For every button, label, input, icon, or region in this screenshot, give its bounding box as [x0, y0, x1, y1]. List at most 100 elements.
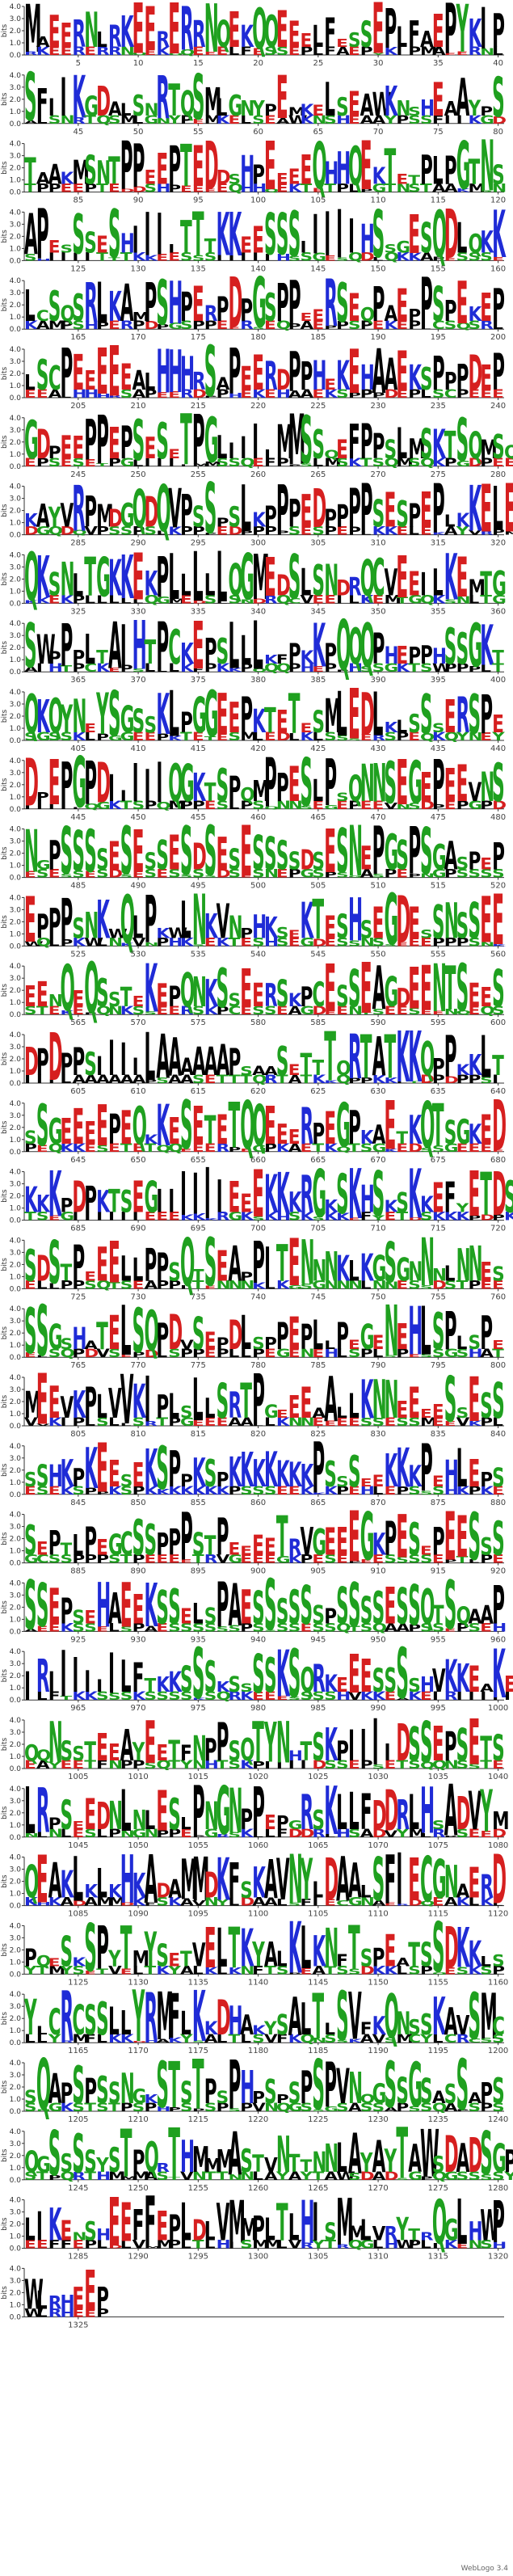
y-tick-label: 1.0 — [10, 245, 22, 253]
residue-letter: L — [276, 1947, 288, 1971]
residue-letter: T — [444, 954, 456, 1024]
y-axis-label: bits — [1, 1052, 9, 1065]
x-tick-label: 910 — [371, 1567, 386, 1576]
y-tick-label: 4.0 — [10, 3, 22, 11]
y-tick-label: 3.0 — [10, 221, 22, 229]
residue-letter: P — [84, 182, 97, 196]
residue-letter: S — [420, 928, 433, 941]
y-tick-label: 4.0 — [10, 1374, 22, 1382]
x-tick-label: 230 — [371, 402, 386, 411]
residue-letter: L — [108, 2000, 120, 2044]
residue-letter: S — [408, 1513, 421, 1565]
residue-letter: Y — [371, 53, 385, 56]
y-tick-label: 4.0 — [10, 2197, 22, 2205]
residue-letter: M — [468, 182, 485, 196]
residue-letter: L — [120, 2005, 132, 2043]
residue-letter: P — [168, 134, 181, 199]
x-tick-label: 55 — [193, 128, 204, 137]
residue-letter: P — [120, 129, 133, 206]
residue-letter: P — [301, 2061, 313, 2114]
residue-letter: I — [180, 1159, 187, 1229]
residue-letter: T — [252, 2151, 264, 2178]
y-axis-label: bits — [1, 1669, 9, 1683]
x-tick-label: 180 — [250, 333, 266, 342]
residue-letter: F — [336, 1951, 348, 1970]
x-tick-label: 85 — [73, 196, 83, 205]
residue-letter: F — [432, 113, 444, 127]
residue-letter: I — [264, 1237, 271, 1292]
y-axis-label: bits — [1, 92, 9, 106]
y-axis-label: bits — [1, 2286, 9, 2300]
y-tick-label: 2.0 — [10, 2015, 22, 2023]
residue-letter: E — [48, 238, 61, 258]
x-tick-label: 130 — [131, 264, 146, 273]
y-tick-label: 0.0 — [10, 1491, 22, 1499]
residue-letter: S — [240, 1682, 253, 1695]
residue-letter: I — [228, 437, 234, 463]
x-tick-label: 15 — [193, 59, 204, 68]
residue-letter: S — [408, 113, 421, 127]
residue-letter: Q — [61, 301, 75, 327]
y-tick-label: 2.0 — [10, 987, 22, 995]
residue-letter: E — [217, 682, 229, 748]
residue-letter: S — [480, 190, 493, 193]
residue-letter: E — [276, 63, 288, 132]
residue-letter: T — [84, 546, 96, 609]
x-tick-label: 175 — [191, 333, 206, 342]
residue-letter: L — [480, 1954, 491, 1970]
residue-letter: L — [336, 2135, 347, 2182]
residue-letter: S — [84, 1046, 97, 1083]
residue-letter: Y — [96, 683, 110, 748]
x-tick-label: 95 — [193, 196, 204, 205]
residue-letter: N — [312, 113, 326, 127]
residue-letter: I — [385, 1739, 391, 1766]
residue-letter: S — [456, 1405, 469, 1421]
residue-letter: L — [204, 1393, 216, 1424]
residue-letter: E — [264, 1096, 276, 1157]
residue-letter: E — [192, 276, 204, 333]
residue-letter: E — [84, 1269, 96, 1284]
residue-letter: E — [192, 1096, 204, 1157]
y-tick-label: 3.0 — [10, 563, 22, 571]
residue-letter: S — [228, 843, 241, 876]
residue-letter: Q — [96, 113, 111, 127]
residue-letter: E — [312, 306, 324, 325]
residue-letter: I — [217, 1170, 223, 1223]
y-tick-label: 2.0 — [10, 1672, 22, 1680]
residue-letter: E — [228, 2, 240, 59]
residue-letter: P — [408, 643, 421, 669]
residue-letter: E — [252, 976, 264, 1014]
residue-letter: L — [240, 113, 251, 127]
residue-letter: E — [61, 1112, 73, 1153]
residue-letter: Y — [167, 113, 182, 127]
residue-letter: S — [420, 1710, 433, 1777]
residue-letter: D — [120, 188, 135, 193]
residue-letter: A — [36, 34, 51, 50]
residue-letter: S — [372, 196, 385, 272]
residue-letter: E — [108, 331, 120, 412]
residue-letter: S — [72, 912, 85, 945]
residue-letter: P — [492, 2190, 505, 2257]
residue-letter: P — [276, 471, 289, 546]
y-tick-label: 0.0 — [10, 394, 22, 403]
residue-letter: S — [217, 761, 229, 813]
residue-letter: T — [444, 425, 456, 467]
residue-letter: K — [301, 101, 315, 120]
residue-letter: K — [72, 64, 86, 132]
residue-letter: E — [492, 711, 504, 740]
residue-letter: D — [217, 167, 231, 189]
residue-letter: E — [385, 1926, 397, 1977]
residue-letter: E — [432, 1175, 444, 1223]
y-tick-label: 4.0 — [10, 483, 22, 491]
y-tick-label: 0.0 — [10, 1765, 22, 1773]
residue-letter: S — [408, 2015, 421, 2039]
residue-letter: F — [168, 1982, 180, 2053]
y-axis-label: bits — [1, 504, 9, 517]
residue-letter: L — [372, 255, 384, 262]
residue-letter: L — [84, 627, 95, 675]
x-tick-label: 365 — [70, 676, 86, 685]
y-tick-label: 0.0 — [10, 2039, 22, 2047]
residue-letter: Q — [168, 53, 183, 56]
residue-letter: E — [264, 319, 276, 333]
residue-letter: T — [96, 251, 108, 264]
